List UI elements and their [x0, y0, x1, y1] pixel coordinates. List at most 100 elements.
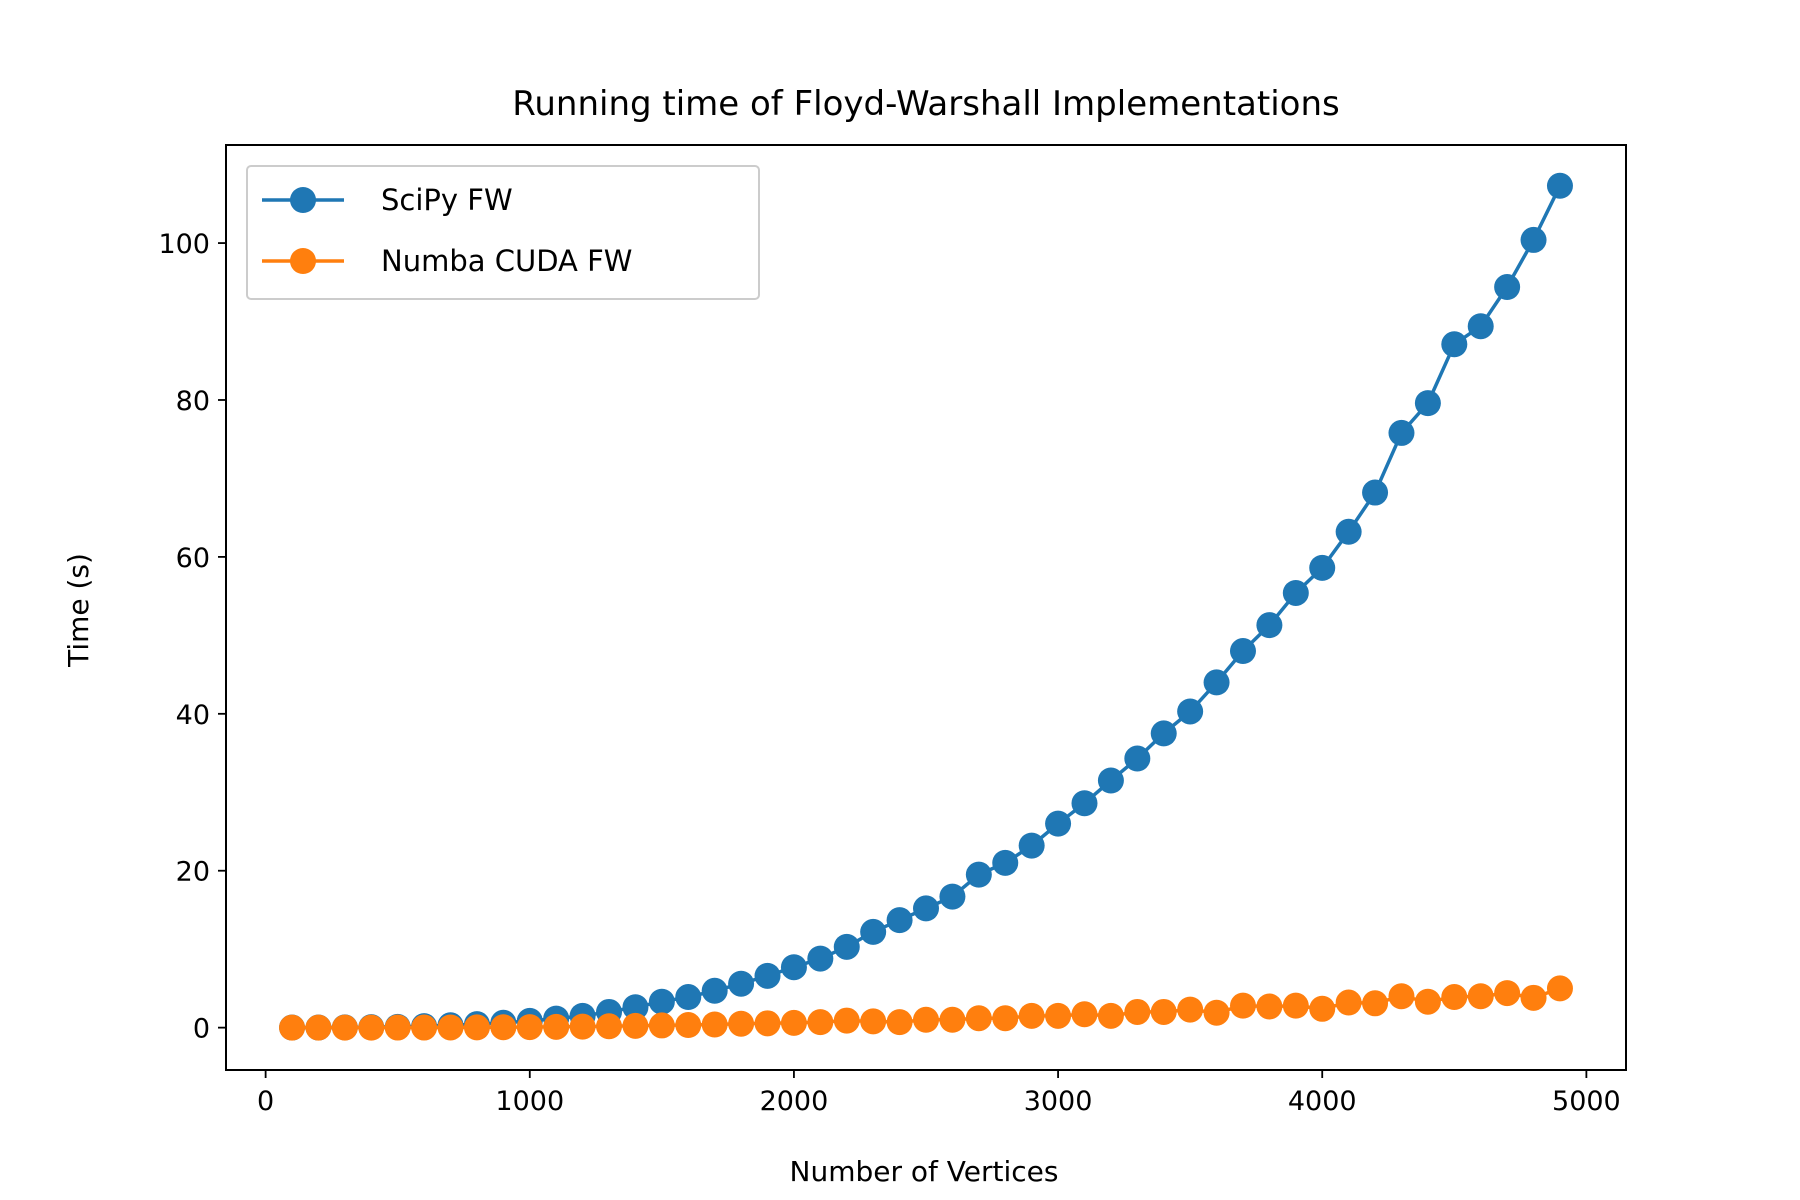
data-point	[1177, 996, 1204, 1023]
data-point	[886, 907, 913, 934]
data-point	[1177, 698, 1204, 725]
legend-box	[246, 165, 760, 300]
data-point	[780, 1009, 807, 1036]
data-point	[913, 1006, 939, 1033]
data-point	[833, 1007, 860, 1034]
data-point	[1018, 1002, 1045, 1029]
data-point	[1229, 992, 1256, 1019]
data-point	[437, 1014, 464, 1041]
y-tick-label: 60	[176, 543, 210, 574]
y-tick-label: 20	[176, 857, 210, 888]
data-point	[331, 1014, 358, 1041]
y-axis-ticks: 0 20 40 60 80 100	[158, 229, 226, 1045]
data-point	[543, 1013, 570, 1040]
y-tick-label: 0	[193, 1014, 210, 1045]
data-point	[1362, 990, 1389, 1017]
data-point	[463, 1014, 490, 1041]
data-point	[1097, 767, 1124, 794]
x-axis-label: Number of Vertices	[790, 1155, 1059, 1188]
data-point	[1282, 579, 1309, 606]
data-point	[384, 1014, 411, 1041]
data-point	[1494, 980, 1521, 1007]
data-point	[1494, 274, 1521, 301]
data-point	[1124, 998, 1151, 1025]
data-point	[648, 1012, 675, 1039]
data-point	[1520, 984, 1547, 1011]
data-point	[1414, 988, 1441, 1015]
y-tick-label: 40	[176, 700, 210, 731]
data-point	[1309, 554, 1336, 581]
plot-area-frame	[225, 144, 1627, 1071]
data-point	[728, 970, 755, 997]
plot-series	[279, 172, 1573, 1041]
y-tick-label: 100	[158, 229, 210, 260]
data-point	[1229, 638, 1256, 665]
data-point	[992, 849, 1019, 876]
x-tick-label: 2000	[760, 1086, 829, 1117]
legend-marker-scipy	[290, 187, 316, 213]
y-tick-label: 80	[176, 386, 210, 417]
data-point	[1520, 226, 1547, 253]
data-point	[1441, 331, 1468, 358]
data-point	[1335, 518, 1362, 545]
data-point	[1018, 832, 1045, 859]
legend: SciPy FW Numba CUDA FW	[246, 165, 760, 300]
data-point	[1309, 995, 1336, 1022]
data-point	[1362, 479, 1389, 506]
data-point	[965, 1005, 992, 1032]
data-point	[1045, 1002, 1072, 1029]
data-point	[1388, 983, 1415, 1010]
data-point	[1256, 993, 1283, 1020]
data-point	[1150, 998, 1177, 1025]
data-point	[358, 1014, 385, 1041]
data-point	[1203, 999, 1230, 1026]
data-point	[490, 1014, 517, 1041]
data-point	[1071, 790, 1098, 817]
data-point	[1388, 419, 1415, 446]
data-point	[833, 933, 860, 960]
data-point	[675, 984, 702, 1011]
x-tick-label: 3000	[1024, 1086, 1093, 1117]
data-point	[596, 1013, 623, 1040]
x-tick-label: 1000	[495, 1086, 564, 1117]
data-point	[807, 945, 834, 972]
data-point	[648, 988, 675, 1015]
x-tick-label: 5000	[1552, 1086, 1621, 1117]
data-point	[728, 1010, 755, 1037]
data-point	[1256, 612, 1283, 639]
data-point	[1282, 992, 1309, 1019]
legend-label-scipy: SciPy FW	[381, 183, 513, 217]
data-point	[1335, 989, 1362, 1016]
data-point	[569, 1013, 596, 1040]
data-point	[754, 962, 781, 989]
data-point	[807, 1009, 834, 1036]
data-point	[1546, 975, 1573, 1002]
data-point	[860, 1008, 887, 1035]
data-point	[1203, 669, 1230, 696]
data-point	[701, 1011, 728, 1038]
legend-marker-numba	[290, 248, 316, 274]
data-point	[305, 1014, 332, 1041]
data-point	[1467, 313, 1494, 340]
data-point	[939, 1006, 966, 1033]
x-tick-label: 4000	[1288, 1086, 1357, 1117]
x-tick-label: 0	[257, 1086, 274, 1117]
x-axis-ticks: 0 1000 2000 3000 4000 5000	[257, 1070, 1621, 1117]
data-point	[675, 1012, 702, 1039]
data-point	[780, 954, 807, 981]
data-point	[754, 1010, 781, 1037]
data-point	[992, 1005, 1019, 1032]
data-point	[622, 1012, 649, 1039]
y-axis-label: Time (s)	[62, 553, 95, 668]
data-point	[939, 883, 966, 910]
data-point	[1124, 745, 1151, 772]
data-point	[1045, 810, 1072, 837]
data-point	[1097, 1002, 1124, 1029]
data-point	[411, 1014, 438, 1041]
data-point	[886, 1009, 913, 1036]
legend-label-numba: Numba CUDA FW	[381, 244, 632, 278]
data-point	[860, 918, 887, 945]
data-point	[516, 1014, 543, 1041]
data-point	[965, 861, 992, 888]
